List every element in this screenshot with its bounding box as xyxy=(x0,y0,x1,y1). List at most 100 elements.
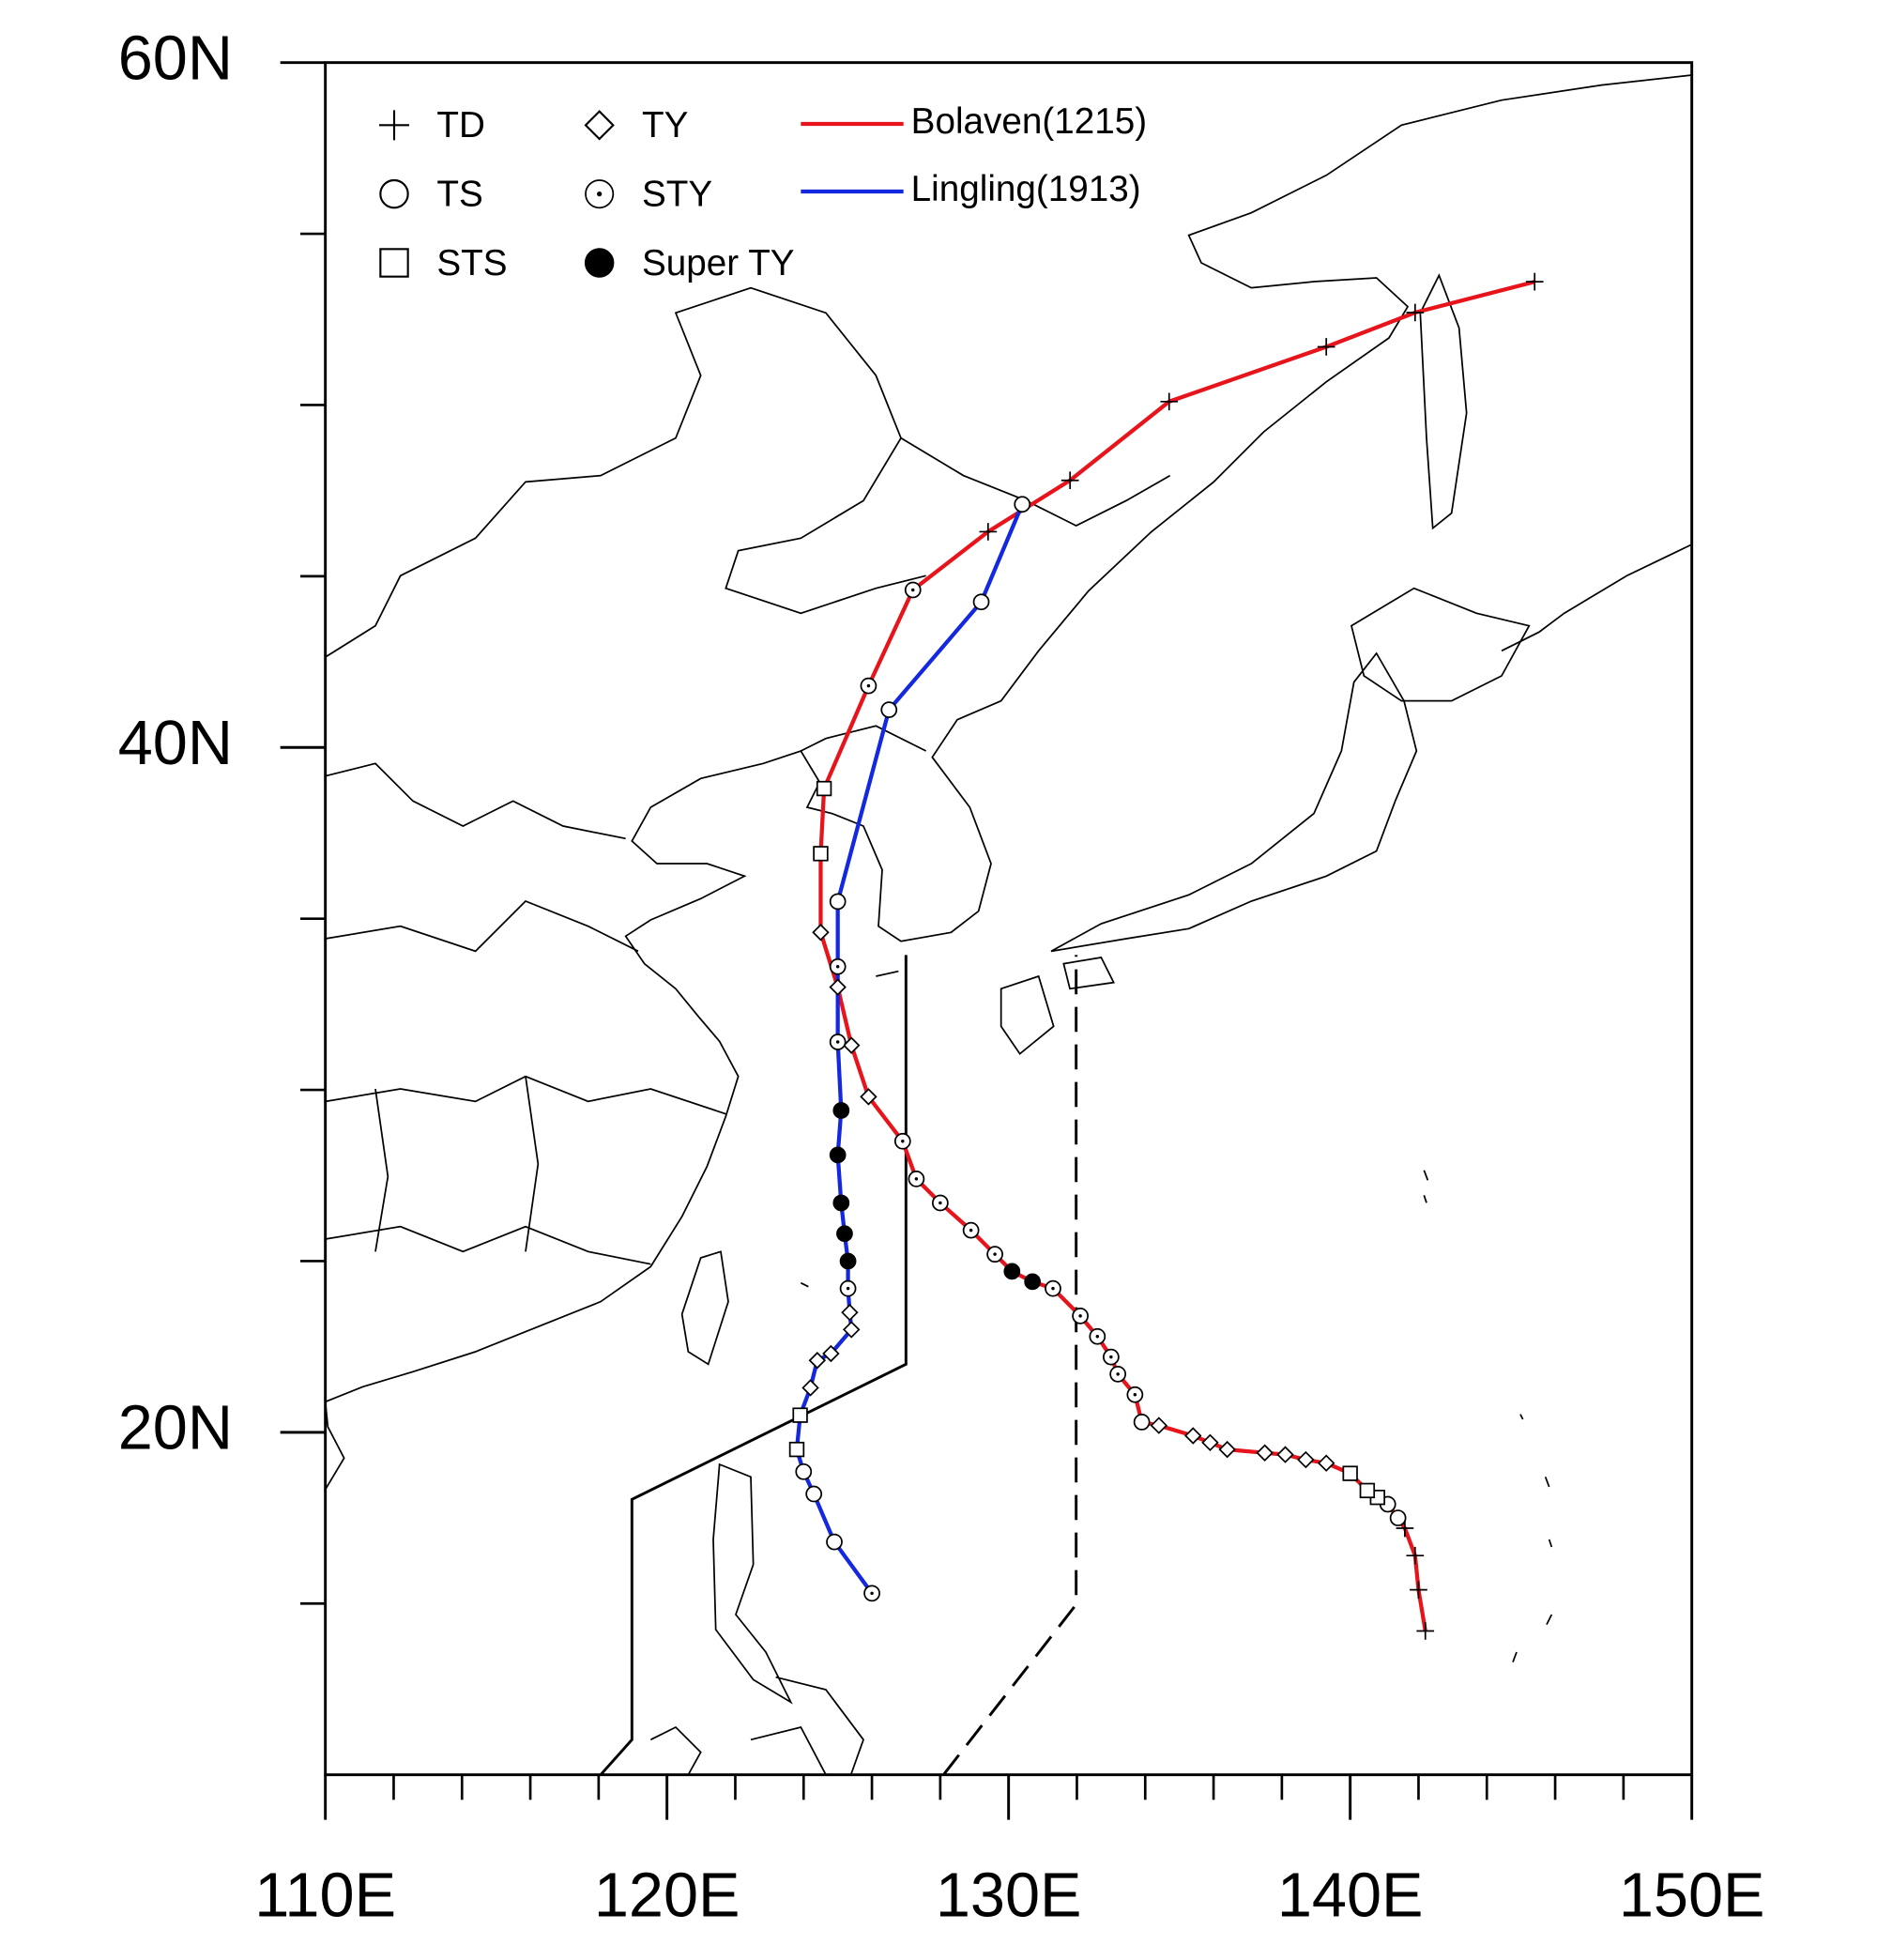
legend-label: Super TY xyxy=(642,243,795,283)
marker-filled xyxy=(1003,1263,1021,1280)
marker-circle xyxy=(379,178,409,209)
marker-diamond xyxy=(860,1088,877,1106)
y-tick-label: 60N xyxy=(118,23,233,93)
marker-diamond xyxy=(1276,1446,1294,1463)
marker-dot xyxy=(911,588,915,592)
marker-filled xyxy=(829,1146,847,1164)
coastline xyxy=(712,1462,793,1705)
coastline xyxy=(1419,273,1468,530)
coastline xyxy=(324,74,1692,1491)
marker-diamond xyxy=(1297,1450,1315,1469)
plot-frame xyxy=(324,61,1694,1777)
marker-dotcircle xyxy=(908,1171,925,1187)
y-tick-label: 20N xyxy=(118,1393,233,1462)
marker-diamond xyxy=(1218,1440,1236,1459)
track-line xyxy=(794,503,1025,1595)
marker-dot xyxy=(835,965,840,969)
marker-diamond xyxy=(584,110,615,141)
warning-line-24h xyxy=(599,955,908,1776)
coastline xyxy=(800,970,1553,1662)
marker-dot xyxy=(835,1040,840,1044)
marker-square xyxy=(816,780,832,797)
legend-label: TY xyxy=(642,105,688,145)
marker-diamond xyxy=(1201,1433,1219,1452)
marker-dotcircle xyxy=(1126,1386,1144,1403)
marker-circle xyxy=(880,701,898,719)
marker-diamond xyxy=(843,1321,861,1339)
coastline xyxy=(1501,544,1693,652)
marker-filled xyxy=(832,1102,850,1119)
marker-dot xyxy=(1133,1393,1137,1397)
marker-plus xyxy=(1160,392,1179,411)
x-tick-label: 140E xyxy=(1277,1861,1424,1931)
marker-plus xyxy=(1410,1581,1427,1600)
marker-filled xyxy=(836,1225,853,1243)
marker-diamond xyxy=(808,1352,827,1370)
marker-dotcircle xyxy=(904,581,922,599)
marker-dot xyxy=(1116,1372,1120,1376)
marker-plus xyxy=(1061,471,1079,490)
legend-label: Bolaven(1215) xyxy=(911,101,1147,142)
coastline xyxy=(649,1676,864,1776)
marker-filled xyxy=(584,248,615,278)
coastline xyxy=(1050,651,1418,953)
marker-square xyxy=(1359,1482,1376,1499)
legend-label: STY xyxy=(642,175,712,215)
x-tick-label: 130E xyxy=(936,1861,1082,1931)
marker-dotcircle xyxy=(1045,1279,1061,1297)
marker-diamond xyxy=(841,1303,859,1322)
marker-circle xyxy=(795,1462,813,1480)
marker-circle xyxy=(826,1533,843,1551)
marker-dot xyxy=(866,683,871,688)
marker-circle xyxy=(1389,1509,1407,1526)
coastline xyxy=(1000,974,1055,1055)
marker-dotcircle xyxy=(1103,1348,1120,1366)
marker-plus xyxy=(379,110,409,141)
marker-dot xyxy=(846,1286,850,1291)
x-tick-label: 120E xyxy=(594,1861,740,1931)
marker-circle xyxy=(829,893,847,911)
legend-label: STS xyxy=(436,243,507,283)
marker-dotcircle xyxy=(585,179,615,209)
marker-dotcircle xyxy=(1109,1365,1127,1383)
marker-circle xyxy=(1014,496,1031,513)
marker-dotcircle xyxy=(829,1034,847,1050)
legend-label: TD xyxy=(436,105,485,145)
track-line xyxy=(818,280,1535,1631)
marker-circle xyxy=(805,1485,823,1503)
marker-dot xyxy=(597,191,603,197)
marker-dotcircle xyxy=(839,1279,857,1297)
marker-circle xyxy=(972,593,990,611)
border xyxy=(325,286,1171,1265)
marker-dotcircle xyxy=(1072,1307,1089,1325)
marker-dot xyxy=(1109,1355,1113,1359)
marker-dotcircle xyxy=(932,1194,949,1212)
marker-dot xyxy=(1051,1286,1055,1291)
marker-plus xyxy=(979,523,998,541)
legend-label: TS xyxy=(436,175,482,215)
marker-dotcircle xyxy=(829,957,847,975)
marker-diamond xyxy=(829,978,847,996)
marker-diamond xyxy=(801,1379,819,1397)
marker-dot xyxy=(901,1140,905,1143)
marker-dotcircle xyxy=(962,1221,980,1239)
marker-diamond xyxy=(843,1036,861,1054)
marker-diamond xyxy=(1184,1427,1202,1445)
x-tick-label: 110E xyxy=(254,1861,396,1931)
marker-diamond xyxy=(822,1344,840,1363)
coastline xyxy=(1351,587,1531,702)
marker-diamond xyxy=(812,924,830,942)
marker-dot xyxy=(969,1228,973,1233)
marker-plus xyxy=(1406,1546,1425,1565)
coastlines xyxy=(324,74,1693,1776)
marker-plus xyxy=(1416,1622,1435,1640)
marker-square xyxy=(792,1407,808,1423)
warning-line-48h xyxy=(942,955,1078,1776)
coastline xyxy=(1062,957,1115,990)
marker-dotcircle xyxy=(893,1132,911,1150)
marker-square xyxy=(379,248,409,278)
marker-filled xyxy=(839,1252,857,1270)
marker-filled xyxy=(832,1194,850,1212)
